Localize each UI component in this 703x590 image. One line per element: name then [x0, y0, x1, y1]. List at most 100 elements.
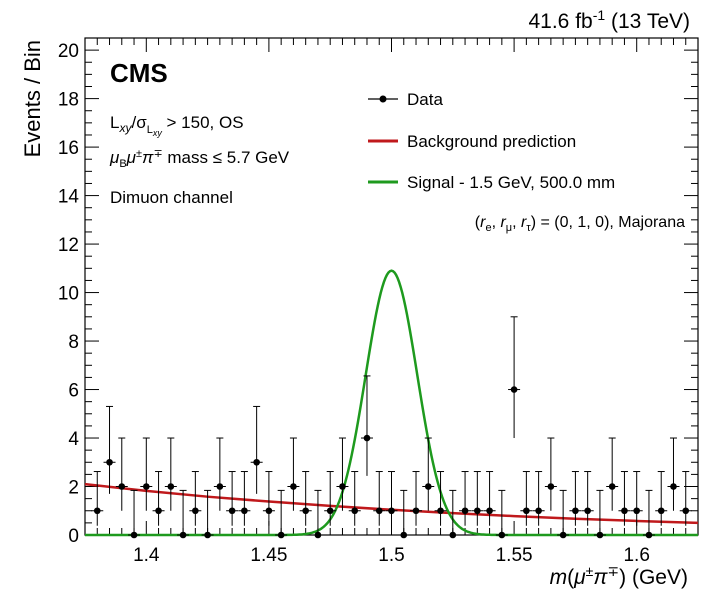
data-marker	[560, 532, 567, 539]
data-point	[655, 472, 667, 526]
data-point	[606, 438, 618, 511]
data-marker	[229, 507, 236, 514]
data-point	[459, 472, 471, 526]
data-point	[153, 472, 165, 526]
y-tick-label: 18	[58, 90, 79, 111]
data-marker	[646, 532, 653, 539]
data-marker	[523, 507, 530, 514]
data-marker	[670, 483, 677, 490]
y-tick-label: 8	[68, 332, 79, 353]
data-point	[484, 472, 496, 526]
data-marker	[204, 532, 211, 539]
data-marker	[143, 483, 150, 490]
data-point	[680, 472, 692, 526]
legend: Data Background prediction Signal - 1.5 …	[368, 90, 615, 192]
data-point	[373, 472, 385, 526]
data-point	[471, 472, 483, 526]
data-marker	[609, 483, 616, 490]
data-point	[91, 472, 103, 526]
data-point	[667, 438, 679, 511]
data-point	[116, 438, 128, 511]
y-tick-label: 10	[58, 284, 79, 305]
data-marker	[425, 483, 432, 490]
experiment-label: CMS	[110, 58, 168, 88]
data-marker	[266, 507, 273, 514]
x-tick-label: 1.4	[133, 545, 160, 566]
data-marker	[597, 532, 604, 539]
data-marker	[413, 507, 420, 514]
data-point	[557, 490, 569, 538]
data-point	[398, 490, 410, 538]
data-marker	[241, 507, 248, 514]
data-marker	[302, 507, 309, 514]
x-axis-label: m(μ±π∓) (GeV)	[550, 563, 688, 589]
data-point	[263, 472, 275, 526]
data-marker	[180, 532, 187, 539]
x-tick-label: 1.55	[496, 545, 533, 566]
data-point	[582, 472, 594, 526]
annotation-mass-cut: μBμ±π∓ mass ≤ 5.7 GeV	[109, 148, 290, 170]
y-tick-label: 12	[58, 235, 79, 256]
data-marker	[364, 435, 371, 442]
data-point	[140, 438, 152, 511]
data-marker	[327, 507, 334, 514]
data-marker	[168, 483, 175, 490]
y-tick-label: 16	[58, 138, 79, 159]
data-marker	[155, 507, 162, 514]
y-tick-label: 0	[68, 526, 79, 547]
data-marker	[584, 507, 591, 514]
data-marker	[388, 507, 395, 514]
data-marker	[486, 507, 493, 514]
data-marker	[511, 386, 518, 393]
y-tick-label: 20	[58, 41, 79, 62]
y-axis: 0 2 4 6 8 10 12 14 16 18 20	[58, 38, 698, 547]
data-marker	[131, 532, 138, 539]
data-point	[300, 472, 312, 526]
data-point	[422, 438, 434, 511]
data-marker	[474, 507, 481, 514]
x-tick-label: 1.45	[250, 545, 287, 566]
data-marker	[351, 507, 358, 514]
data-marker	[572, 507, 579, 514]
data-point	[618, 472, 630, 526]
annotation-decay-length: Lxy/σLxy > 150, OS	[110, 113, 244, 138]
data-point	[189, 472, 201, 526]
data-marker	[621, 507, 628, 514]
y-axis-label: Events / Bin	[20, 40, 45, 157]
data-marker	[315, 532, 322, 539]
y-tick-label: 2	[68, 478, 79, 499]
legend-data-label: Data	[407, 90, 443, 109]
data-marker	[499, 532, 506, 539]
y-tick-label: 6	[68, 381, 79, 402]
data-point	[643, 490, 655, 538]
data-marker	[450, 532, 457, 539]
data-marker	[682, 507, 689, 514]
data-marker	[437, 507, 444, 514]
data-marker	[278, 532, 285, 539]
annotation-channel: Dimuon channel	[110, 188, 233, 207]
data-point	[177, 490, 189, 538]
data-point	[287, 438, 299, 511]
data-point	[104, 406, 116, 493]
data-point	[349, 472, 361, 526]
data-series	[91, 317, 691, 538]
x-tick-label: 1.5	[378, 545, 404, 566]
data-marker	[94, 507, 101, 514]
data-point	[324, 472, 336, 526]
data-point	[251, 406, 263, 493]
data-point	[275, 490, 287, 538]
data-marker	[253, 459, 260, 466]
data-marker	[535, 507, 542, 514]
data-marker	[462, 507, 469, 514]
data-point	[508, 317, 520, 438]
data-marker	[339, 483, 346, 490]
data-marker	[658, 507, 665, 514]
data-point	[410, 472, 422, 526]
x-tick-label: 1.6	[623, 545, 649, 566]
data-marker	[290, 483, 297, 490]
legend-data-marker	[380, 96, 387, 103]
data-point	[594, 490, 606, 538]
y-tick-label: 4	[68, 429, 79, 450]
data-marker	[106, 459, 113, 466]
data-marker	[376, 507, 383, 514]
